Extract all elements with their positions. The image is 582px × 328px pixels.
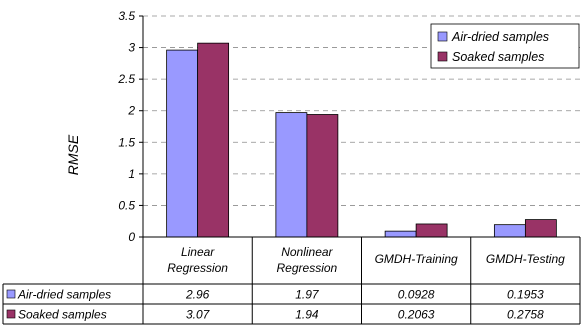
bar-soaked [524,219,557,238]
y-tick-label: 2 [127,104,135,118]
category-label: GMDH-Testing [486,252,565,266]
table-cell-value: 0.1953 [507,288,544,302]
table-series-swatch [6,309,16,319]
legend-box [430,23,580,69]
bar-soaked [415,223,448,238]
bar-soaked [197,42,230,238]
bar-air-dried [275,112,308,238]
category-label: Linear Regression [167,245,228,275]
y-tick-label: 3 [128,41,135,55]
table-cell-value: 3.07 [186,308,211,322]
legend: Air-dried samples Soaked samples [430,23,580,69]
y-axis-title: RMSE [65,134,81,175]
data-table: Linear Regression Nonlinear Regression GMDH-… [2,237,581,325]
y-tick-label: 2.5 [117,72,135,86]
legend-swatch [437,51,448,62]
table-cell-value: 0.2063 [398,308,435,322]
table-cell-value: 1.97 [295,288,320,302]
category-label: GMDH-Training [375,252,458,266]
category-label: Nonlinear Regression [277,245,338,275]
bar-air-dried [493,224,526,238]
y-tick-label: 1.5 [118,135,135,149]
legend-swatch [437,31,448,42]
table-series-swatch [6,289,16,299]
table-cell-value: 0.2758 [507,308,544,322]
y-tick-label: 0 [128,230,135,244]
y-tick-label: 1 [128,167,135,181]
bar-soaked [306,114,339,238]
y-tick-label: 3.5 [118,9,135,23]
table-cell-value: 0.0928 [398,288,435,302]
table-cell-value: 2.96 [185,288,210,302]
legend-label: Soaked samples [452,50,544,64]
y-tick-label: 0.5 [118,198,135,212]
legend-label: Air-dried samples [451,30,549,44]
table-cell-value: 1.94 [295,308,319,322]
bars [166,42,557,238]
bar-air-dried [166,49,199,238]
table-series-name: Air-dried samples [17,288,111,302]
table-series-name: Soaked samples [18,308,107,322]
bar-air-dried [384,230,417,238]
y-axis-ticks: 0 0.5 1 1.5 2 2.5 3 3.5 [117,9,143,244]
